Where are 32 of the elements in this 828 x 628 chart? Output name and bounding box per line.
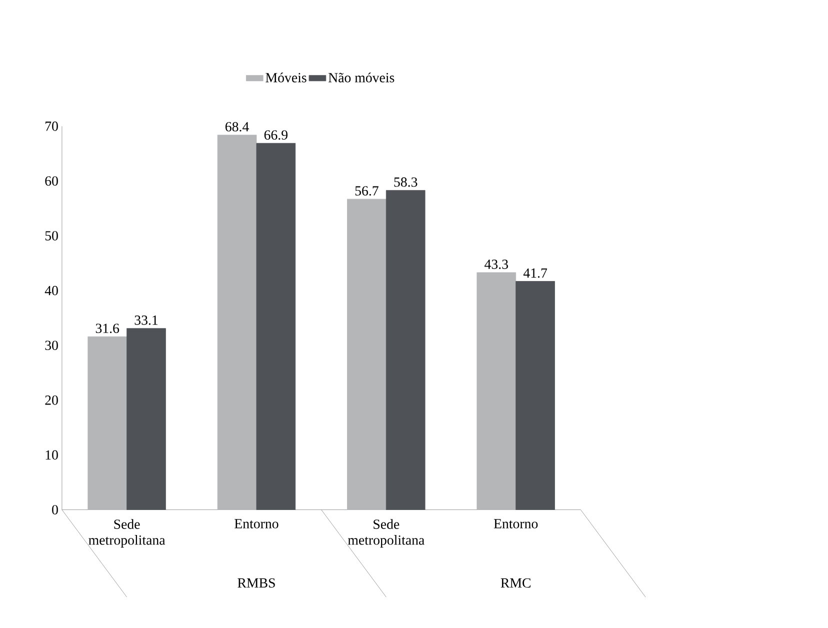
bar [516,281,555,510]
y-tick-label: 70 [46,122,58,131]
legend-label: Móveis [266,72,306,82]
y-tick-label: 40 [44,286,58,296]
data-label: 33.1 [134,316,158,325]
y-tick-label: 10 [46,450,58,460]
bar [217,134,257,510]
legend-label: Não móveis [328,72,394,82]
y-tick-label: 50 [45,231,58,240]
y-tick-label: 30 [45,340,58,350]
y-tick-label: 0 [52,505,58,514]
data-label: 58.3 [394,177,418,187]
bar [126,328,166,510]
bar [347,198,386,510]
data-label: 66.9 [264,130,288,140]
bar [256,142,296,510]
y-tick-label: 20 [45,395,58,405]
data-label: 41.7 [523,268,548,278]
data-label: 68.4 [225,122,249,132]
data-label: 56.7 [355,186,378,196]
x-tick-label: Entorno [234,519,278,528]
bar [386,190,426,510]
text: RMBS [238,578,275,588]
data-label: 31.6 [96,324,120,334]
bar [88,336,128,510]
data-label: 43.3 [484,260,508,269]
x-tick-label: Sede metropolitana [348,519,424,548]
bar [476,272,516,510]
text: RMC [500,578,530,588]
x-tick-label: Entorno [494,519,538,528]
x-tick-label: Sede metropolitana [88,519,166,548]
y-tick-label: 60 [45,176,58,186]
